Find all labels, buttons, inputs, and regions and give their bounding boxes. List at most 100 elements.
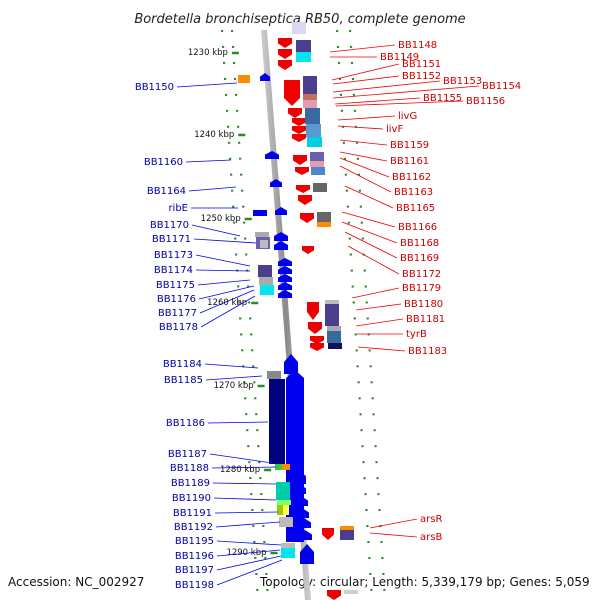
gene-label-BB1180[interactable]: BB1180	[404, 299, 443, 310]
reverse-gene-arrow	[307, 302, 319, 320]
gene-label-BB1183[interactable]: BB1183	[408, 346, 447, 357]
forward-gene-arrow	[294, 484, 306, 494]
gene-label-BB1168[interactable]: BB1168	[400, 238, 439, 249]
forward-gene-arrow	[300, 544, 314, 564]
gene-label-BB1188[interactable]: BB1188	[170, 463, 209, 474]
gene-feature-block	[327, 331, 341, 343]
gene-feature-block	[310, 161, 324, 167]
gene-feature-block	[313, 183, 327, 192]
gene-label-BB1164[interactable]: BB1164	[147, 186, 186, 197]
gene-label-livG[interactable]: livG	[398, 111, 417, 122]
gene-label-BB1175[interactable]: BB1175	[156, 280, 195, 291]
guide-dots	[348, 29, 387, 600]
gene-label-BB1159[interactable]: BB1159	[390, 140, 429, 151]
leader-line	[204, 363, 259, 369]
leader-line	[215, 521, 281, 528]
forward-gene-arrow	[292, 470, 306, 484]
gene-feature-block	[277, 500, 291, 505]
gene-label-BB1170[interactable]: BB1170	[150, 220, 189, 231]
gene-label-BB1152[interactable]: BB1152	[402, 71, 441, 82]
gene-label-BB1165[interactable]: BB1165	[396, 203, 435, 214]
leader-line	[369, 532, 418, 538]
gene-label-BB1174[interactable]: BB1174	[154, 265, 193, 276]
reverse-gene-arrow	[322, 528, 334, 540]
gene-label-BB1161[interactable]: BB1161	[390, 156, 429, 167]
gene-label-BB1178[interactable]: BB1178	[159, 322, 198, 333]
gene-label-BB1176[interactable]: BB1176	[157, 294, 196, 305]
forward-gene-arrow	[278, 266, 292, 274]
leader-line	[355, 303, 402, 311]
leader-line	[332, 80, 441, 93]
gene-label-BB1153[interactable]: BB1153	[443, 76, 482, 87]
gene-label-BB1149[interactable]: BB1149	[380, 52, 419, 63]
forward-gene-arrow	[278, 290, 292, 298]
gene-label-BB1192[interactable]: BB1192	[174, 522, 213, 533]
reverse-gene-arrow	[278, 60, 292, 70]
gene-label-BB1179[interactable]: BB1179	[402, 283, 441, 294]
gene-label-livF[interactable]: livF	[386, 124, 403, 135]
forward-gene-arrow	[278, 258, 292, 266]
gene-label-BB1148[interactable]: BB1148	[398, 40, 437, 51]
gene-label-BB1195[interactable]: BB1195	[175, 536, 214, 547]
gene-label-BB1197[interactable]: BB1197	[175, 565, 214, 576]
genome-summary-text: Topology: circular; Length: 5,339,179 bp…	[259, 575, 590, 589]
gene-feature-block	[259, 277, 273, 285]
gene-label-arsB[interactable]: arsB	[420, 532, 442, 543]
gene-label-ribE[interactable]: ribE	[168, 203, 188, 214]
gene-label-tyrB[interactable]: tyrB	[406, 329, 427, 340]
reverse-gene-arrow	[298, 195, 312, 205]
leader-line	[199, 289, 255, 314]
map-title: Bordetella bronchiseptica RB50, complete…	[134, 12, 465, 27]
gene-label-BB1172[interactable]: BB1172	[402, 269, 441, 280]
gene-label-BB1186[interactable]: BB1186	[166, 418, 205, 429]
gene-label-BB1151[interactable]: BB1151	[402, 59, 441, 70]
gene-feature-block	[260, 285, 274, 295]
gene-label-BB1169[interactable]: BB1169	[400, 253, 439, 264]
gene-label-BB1185[interactable]: BB1185	[164, 375, 203, 386]
leader-line	[214, 511, 279, 514]
gene-label-BB1189[interactable]: BB1189	[171, 478, 210, 489]
gene-label-BB1156[interactable]: BB1156	[466, 96, 505, 107]
gene-feature-block	[279, 517, 293, 527]
forward-gene-arrow	[284, 354, 298, 374]
gene-feature-block	[255, 232, 269, 237]
gene-label-BB1187[interactable]: BB1187	[168, 449, 207, 460]
gene-feature-block	[325, 304, 339, 326]
gene-label-BB1155[interactable]: BB1155	[423, 93, 462, 104]
gene-label-BB1198[interactable]: BB1198	[175, 580, 214, 591]
reverse-gene-arrow	[292, 134, 306, 142]
gene-label-BB1190[interactable]: BB1190	[172, 493, 211, 504]
gene-features	[238, 22, 358, 600]
leader-line	[357, 346, 406, 352]
gene-feature-block	[340, 530, 354, 540]
gene-label-BB1196[interactable]: BB1196	[175, 551, 214, 562]
gene-label-BB1181[interactable]: BB1181	[406, 314, 445, 325]
gene-label-BB1160[interactable]: BB1160	[144, 157, 183, 168]
leader-line	[329, 44, 396, 53]
gene-label-BB1184[interactable]: BB1184	[163, 359, 202, 370]
leader-line	[339, 165, 392, 193]
leader-line	[188, 186, 237, 192]
gene-label-BB1150[interactable]: BB1150	[135, 82, 174, 93]
gene-label-BB1162[interactable]: BB1162	[392, 172, 431, 183]
gene-label-BB1177[interactable]: BB1177	[158, 308, 197, 319]
gene-label-BB1154[interactable]: BB1154	[482, 81, 521, 92]
gene-feature-block	[296, 40, 311, 52]
gene-feature-block	[344, 590, 358, 594]
leader-line	[351, 287, 400, 299]
gene-feature-block	[276, 482, 290, 500]
gene-label-arsR[interactable]: arsR	[420, 514, 442, 525]
forward-gene-arrow	[278, 274, 292, 282]
gene-label-BB1173[interactable]: BB1173	[154, 250, 193, 261]
gene-feature-block	[253, 210, 267, 216]
reverse-gene-arrow	[292, 126, 306, 134]
reverse-gene-arrow	[293, 155, 307, 165]
leader-line	[212, 482, 277, 485]
gene-label-BB1166[interactable]: BB1166	[398, 222, 437, 233]
gene-label-BB1171[interactable]: BB1171	[152, 234, 191, 245]
leader-line	[344, 231, 398, 259]
gene-label-BB1163[interactable]: BB1163	[394, 187, 433, 198]
leader-line	[191, 224, 241, 237]
gene-label-BB1191[interactable]: BB1191	[173, 508, 212, 519]
leader-line	[339, 157, 390, 178]
